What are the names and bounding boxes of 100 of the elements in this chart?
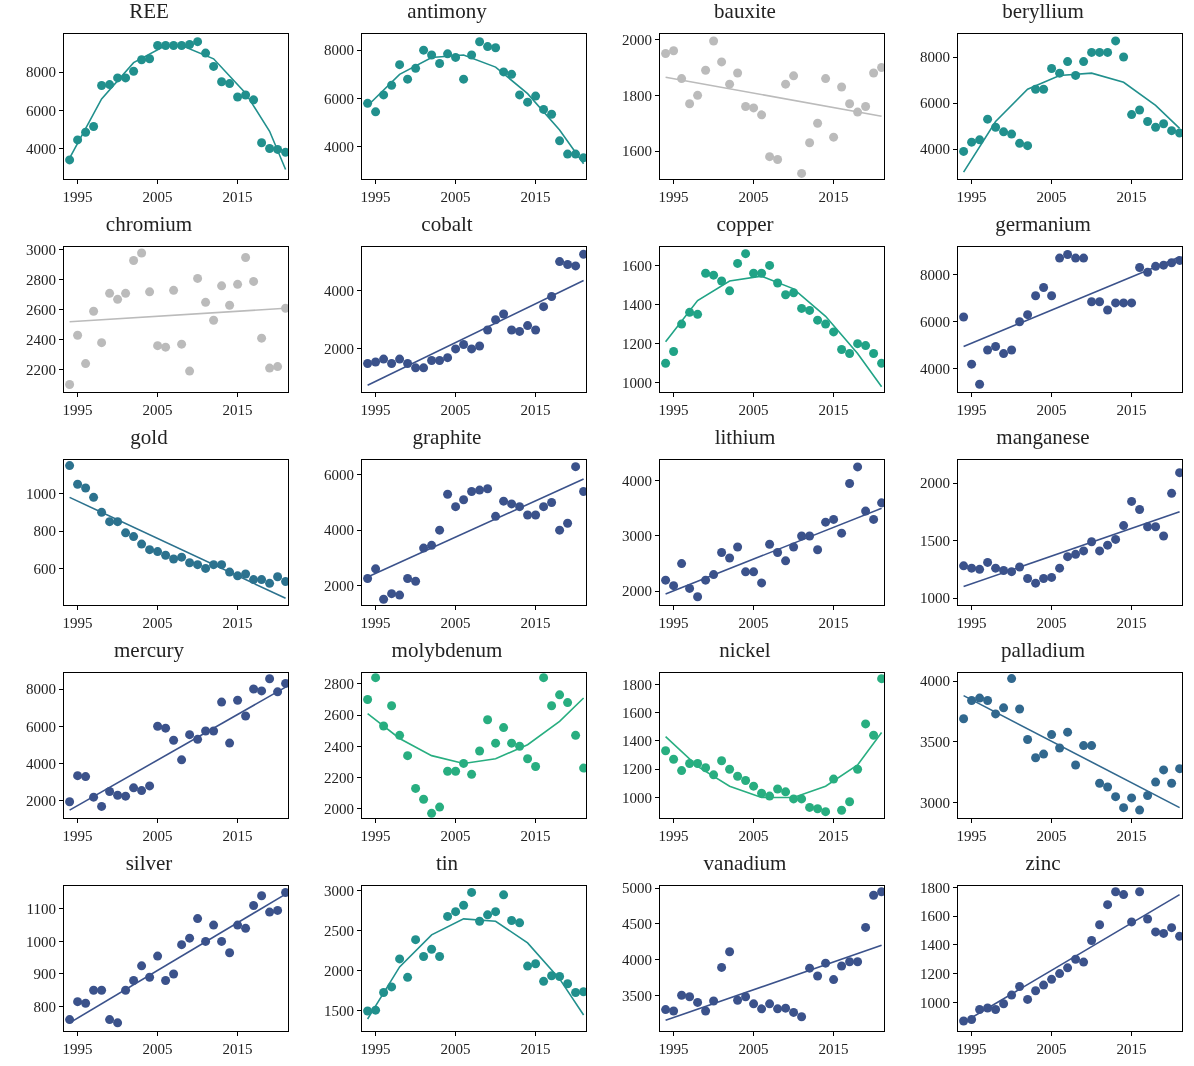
point: [395, 590, 405, 600]
point: [821, 517, 831, 527]
y-tick-label: 1000: [622, 375, 652, 392]
point: [983, 696, 993, 706]
point: [717, 276, 727, 286]
x-tick-label: 2005: [1036, 1041, 1067, 1057]
point: [129, 255, 139, 265]
y-tick-label: 2000: [324, 963, 354, 980]
y-tick-label: 1000: [920, 994, 950, 1011]
point: [515, 326, 525, 336]
point: [1143, 116, 1153, 126]
y-tick-label: 2800: [324, 676, 354, 693]
y-tick-label: 3000: [622, 528, 652, 545]
point: [1111, 298, 1121, 308]
point: [507, 325, 517, 335]
point: [1047, 64, 1057, 74]
point: [845, 348, 855, 358]
point: [1119, 521, 1129, 531]
point: [571, 462, 581, 472]
point: [531, 510, 541, 520]
point: [89, 985, 99, 995]
point: [693, 90, 703, 100]
x-tick-label: 1995: [360, 828, 391, 844]
point: [491, 43, 501, 53]
point: [845, 797, 855, 807]
point: [749, 103, 759, 113]
point: [169, 969, 179, 979]
point: [395, 954, 405, 964]
point: [789, 1007, 799, 1017]
x-tick-label: 2005: [142, 402, 173, 418]
point: [265, 363, 275, 373]
point: [741, 992, 751, 1002]
point: [781, 79, 791, 89]
point: [709, 270, 719, 280]
point: [757, 788, 767, 798]
point: [1039, 980, 1049, 990]
point: [539, 502, 549, 512]
y-tick-label: 6000: [920, 95, 950, 112]
point: [685, 992, 695, 1002]
y-tick-label: 4000: [920, 141, 950, 158]
point: [749, 567, 759, 577]
point: [733, 68, 743, 78]
point: [1119, 52, 1129, 62]
y-tick-label: 4000: [920, 673, 950, 690]
point: [499, 890, 509, 900]
point: [701, 1006, 711, 1016]
point: [507, 69, 517, 79]
point: [1087, 297, 1097, 307]
x-tick-label: 2005: [440, 828, 471, 844]
point: [443, 353, 453, 363]
point: [257, 333, 267, 343]
point: [563, 259, 573, 269]
point: [209, 920, 219, 930]
point: [169, 285, 179, 295]
point: [483, 715, 493, 725]
point: [475, 37, 485, 47]
point: [1039, 574, 1049, 584]
point: [121, 73, 131, 83]
point: [677, 559, 687, 569]
point: [1023, 994, 1033, 1004]
point: [89, 122, 99, 132]
x-tick-label: 2005: [440, 402, 471, 418]
x-tick-label: 1995: [956, 615, 987, 631]
point: [1103, 900, 1113, 910]
x-tick-label: 2015: [222, 402, 253, 418]
point: [121, 528, 131, 538]
y-tick-label: 800: [33, 998, 56, 1015]
point: [153, 341, 163, 351]
point: [861, 719, 871, 729]
x-tick-label: 2015: [818, 1041, 849, 1057]
point: [225, 738, 235, 748]
y-tick-label: 8000: [920, 49, 950, 66]
y-tick-label: 8000: [920, 266, 950, 283]
point: [773, 154, 783, 164]
point: [547, 701, 557, 711]
x-tick-label: 1995: [658, 615, 689, 631]
point: [845, 99, 855, 109]
point: [669, 581, 679, 591]
point: [1159, 531, 1169, 541]
point: [837, 82, 847, 92]
y-tick-label: 1000: [622, 789, 652, 806]
point: [395, 354, 405, 364]
point: [1031, 986, 1041, 996]
point: [1063, 963, 1073, 973]
point: [693, 592, 703, 602]
x-tick-label: 2005: [1036, 189, 1067, 205]
point: [177, 339, 187, 349]
point: [145, 781, 155, 791]
point: [435, 525, 445, 535]
point: [459, 900, 469, 910]
point: [185, 730, 195, 740]
point: [701, 65, 711, 75]
point: [65, 380, 75, 390]
point: [435, 356, 445, 366]
point: [459, 495, 469, 505]
point: [1167, 488, 1177, 498]
point: [661, 575, 671, 585]
point: [555, 257, 565, 267]
point: [725, 553, 735, 563]
point: [483, 42, 493, 52]
